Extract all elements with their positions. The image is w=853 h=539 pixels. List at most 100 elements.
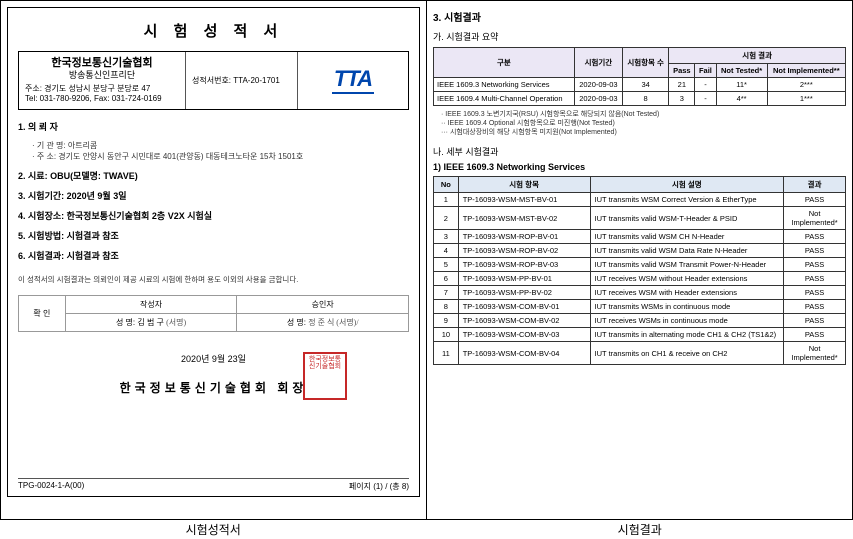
detail-table: No 시험 항목 시험 설명 결과 1TP-16093-WSM-MST-BV-0…: [433, 176, 846, 365]
detail-row: 3TP-16093-WSM-ROP-BV-01IUT transmits val…: [434, 230, 846, 244]
summary-cell: 2***: [767, 78, 845, 92]
detail-no: 8: [434, 300, 459, 314]
disclaimer-note: 이 성적서의 시험결과는 의뢰인이 제공 시료의 시험에 한하며 용도 이외의 …: [18, 274, 409, 285]
rnote-2: ·· IEEE 1609.4 Optional 시험항목으로 미진행(Not T…: [441, 119, 846, 128]
summary-cell: 1***: [767, 92, 845, 106]
detail-result: PASS: [784, 272, 846, 286]
detail-row: 5TP-16093-WSM-ROP-BV-03IUT transmits val…: [434, 258, 846, 272]
summary-row: IEEE 1609.3 Networking Services2020-09-0…: [434, 78, 846, 92]
signature-table: 확 인 작성자 승인자 성 명: 김 범 구 (서명) 성 명: 정 준 식 (…: [18, 295, 409, 332]
sig-writer-name: 김 범 구: [137, 318, 164, 327]
detail-desc: IUT transmits valid WSM Data Rate N-Head…: [590, 244, 784, 258]
stamp-org: 한국정보통신기술협회 회장: [18, 379, 409, 396]
summary-table: 구분 시험기간 시험항목 수 시험 결과 Pass Fail Not Teste…: [433, 47, 846, 106]
summary-cell: 11*: [716, 78, 767, 92]
detail-desc: IUT transmits WSM Correct Version & Ethe…: [590, 193, 784, 207]
section-2-head: 2. 시료: OBU(모델명: TWAVE): [18, 169, 409, 182]
detail-result: PASS: [784, 286, 846, 300]
detail-no: 11: [434, 342, 459, 365]
section-5-head: 5. 시험방법: 시험결과 참조: [18, 229, 409, 242]
page-wrap: 시 험 성 적 서 한국정보통신기술협회 방송통신인프리단 주소: 경기도 성남…: [0, 0, 853, 520]
footer-form-no: TPG-0024-1-A(00): [18, 481, 84, 492]
detail-desc: IUT receives WSMs in continuous mode: [590, 314, 784, 328]
sig-approver-cell: 성 명: 정 준 식 (서명)/: [237, 313, 409, 331]
detail-row: 7TP-16093-WSM-PP-BV-02IUT receives WSM w…: [434, 286, 846, 300]
sig-writer-cell: 성 명: 김 범 구 (서명): [65, 313, 237, 331]
detail-item: TP-16093-WSM-COM-BV-03: [458, 328, 590, 342]
detail-row: 10TP-16093-WSM-COM-BV-03IUT transmits in…: [434, 328, 846, 342]
detail-desc: IUT transmits valid WSM Transmit Power-N…: [590, 258, 784, 272]
section-3-head: 3. 시험기간: 2020년 9월 3일: [18, 189, 409, 202]
detail-no: 1: [434, 193, 459, 207]
detail-no: 5: [434, 258, 459, 272]
detail-result: Not Implemented*: [784, 342, 846, 365]
ref-block: 성적서번호: TTA-20-1701: [186, 52, 298, 109]
certificate-document: 시 험 성 적 서 한국정보통신기술협회 방송통신인프리단 주소: 경기도 성남…: [7, 7, 420, 497]
org-title: 한국정보통신기술협회: [25, 56, 179, 70]
detail-item: TP-16093-WSM-MST-BV-02: [458, 207, 590, 230]
summary-cell: 21: [669, 78, 695, 92]
summary-cell: -: [695, 78, 716, 92]
summary-head: 가. 시험결과 요약: [433, 30, 846, 43]
ref-number: TTA-20-1701: [233, 76, 280, 85]
detail-row: 11TP-16093-WSM-COM-BV-04IUT transmits on…: [434, 342, 846, 365]
stamp-date: 2020년 9월 23일: [18, 352, 409, 365]
org-tel: Tel: 031-780-9206, Fax: 031-724-0169: [25, 94, 179, 104]
detail-item: TP-16093-WSM-COM-BV-01: [458, 300, 590, 314]
right-pane: 3. 시험결과 가. 시험결과 요약 구분 시험기간 시험항목 수 시험 결과 …: [427, 1, 852, 519]
issuer-block: 한국정보통신기술협회 방송통신인프리단 주소: 경기도 성남시 분당구 분당로 …: [19, 52, 186, 109]
detail-result: PASS: [784, 328, 846, 342]
detail-head: 나. 세부 시험결과: [433, 145, 846, 158]
detail-item: TP-16093-WSM-ROP-BV-03: [458, 258, 590, 272]
sum-h-nottested: Not Tested*: [716, 64, 767, 78]
summary-cell: 2020-09-03: [574, 92, 622, 106]
rnote-3: ··· 시험대상장비의 해당 시험항목 미지원(Not Implemented): [441, 128, 846, 137]
detail-item: TP-16093-WSM-COM-BV-04: [458, 342, 590, 365]
sum-h-period: 시험기간: [574, 48, 622, 78]
detail-no: 2: [434, 207, 459, 230]
detail-desc: IUT receives WSM without Header extensio…: [590, 272, 784, 286]
det-h-desc: 시험 설명: [590, 177, 784, 193]
det-h-res: 결과: [784, 177, 846, 193]
detail-header-row: No 시험 항목 시험 설명 결과: [434, 177, 846, 193]
summary-header-row-1: 구분 시험기간 시험항목 수 시험 결과: [434, 48, 846, 64]
stamp-area: 2020년 9월 23일 한국정보통신기술협회 회장 한국정보통신기술협회: [18, 352, 409, 396]
det-h-no: No: [434, 177, 459, 193]
logo-block: TTA: [298, 52, 408, 109]
sig-confirm-label: 확 인: [19, 295, 66, 331]
detail-desc: IUT transmits valid WSM-T-Header & PSID: [590, 207, 784, 230]
detail-sub-head: 1) IEEE 1609.3 Networking Services: [433, 162, 846, 172]
official-seal-icon: 한국정보통신기술협회: [303, 352, 347, 400]
detail-row: 6TP-16093-WSM-PP-BV-01IUT receives WSM w…: [434, 272, 846, 286]
sum-h-count: 시험항목 수: [622, 48, 668, 78]
sig-writer-head: 작성자: [65, 295, 237, 313]
detail-row: 4TP-16093-WSM-ROP-BV-02IUT transmits val…: [434, 244, 846, 258]
section-4-head: 4. 시험장소: 한국정보통신기술협회 2층 V2X 시험실: [18, 209, 409, 222]
summary-row: IEEE 1609.4 Multi-Channel Operation2020-…: [434, 92, 846, 106]
detail-desc: IUT transmits in alternating mode CH1 & …: [590, 328, 784, 342]
sig-name-lbl: 성 명:: [116, 318, 135, 327]
footer-page: 페이지 (1) / (총 8): [349, 481, 409, 492]
detail-desc: IUT transmits WSMs in continuous mode: [590, 300, 784, 314]
detail-item: TP-16093-WSM-ROP-BV-01: [458, 230, 590, 244]
org-subtitle: 방송통신인프리단: [25, 70, 179, 82]
section-3-results-head: 3. 시험결과: [433, 9, 846, 24]
doc-footer: TPG-0024-1-A(00) 페이지 (1) / (총 8): [18, 478, 409, 492]
detail-no: 7: [434, 286, 459, 300]
detail-desc: IUT receives WSM with Header extensions: [590, 286, 784, 300]
sum-h-category: 구분: [434, 48, 575, 78]
rnote-1: · IEEE 1609.3 노변기지국(RSU) 시험항목으로 해당되지 않음(…: [441, 110, 846, 119]
detail-result: PASS: [784, 300, 846, 314]
detail-desc: IUT transmits on CH1 & receive on CH2: [590, 342, 784, 365]
summary-cell: 3: [669, 92, 695, 106]
sum-h-pass: Pass: [669, 64, 695, 78]
det-h-item: 시험 항목: [458, 177, 590, 193]
detail-desc: IUT transmits valid WSM CH N-Header: [590, 230, 784, 244]
summary-cell: 34: [622, 78, 668, 92]
detail-item: TP-16093-WSM-MST-BV-01: [458, 193, 590, 207]
detail-item: TP-16093-WSM-PP-BV-02: [458, 286, 590, 300]
section-1-head: 1. 의 뢰 자: [18, 120, 409, 133]
detail-row: 1TP-16093-WSM-MST-BV-01IUT transmits WSM…: [434, 193, 846, 207]
sum-h-result: 시험 결과: [669, 48, 846, 64]
detail-no: 4: [434, 244, 459, 258]
